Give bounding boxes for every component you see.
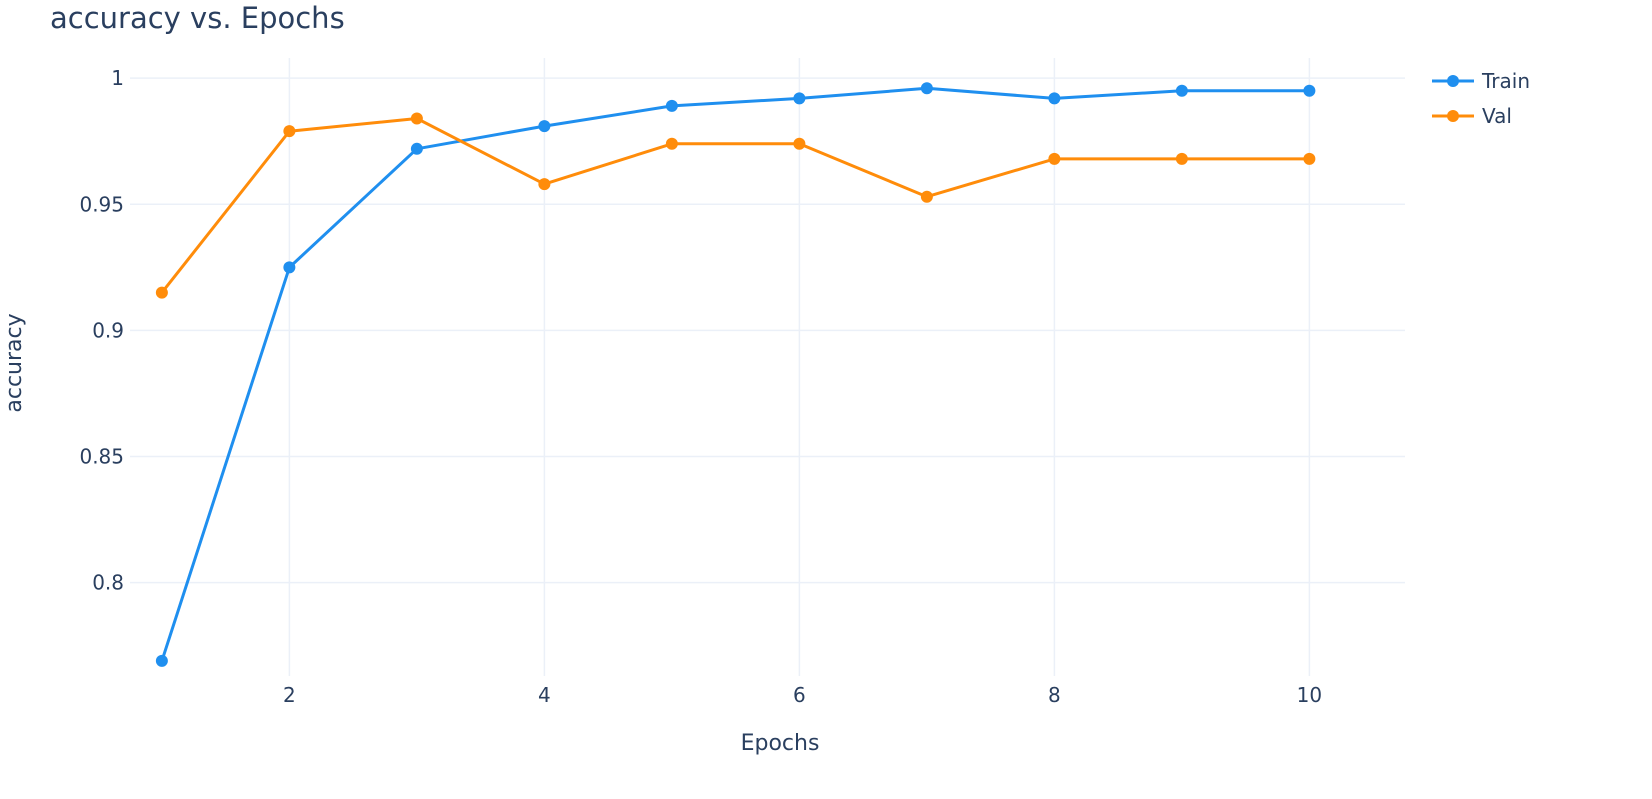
- series-line-val: [160, 117, 1310, 294]
- data-point-val[interactable]: [1175, 152, 1188, 165]
- data-point-val[interactable]: [538, 178, 551, 191]
- y-tick-label: 0.9: [92, 318, 124, 342]
- data-point-val[interactable]: [1303, 152, 1316, 165]
- data-point-train[interactable]: [793, 92, 806, 105]
- y-tick-labels: 0.8 0.85 0.9 0.95 1: [79, 66, 124, 594]
- x-tick-label: 10: [1297, 683, 1322, 707]
- series-group: [155, 82, 1316, 667]
- data-point-train[interactable]: [1303, 84, 1316, 97]
- data-point-val[interactable]: [920, 190, 933, 203]
- x-tick-label: 8: [1048, 683, 1061, 707]
- y-tick-label: 0.95: [79, 192, 124, 216]
- x-tick-label: 2: [283, 683, 296, 707]
- y-axis-title: accuracy: [2, 313, 27, 412]
- data-point-train[interactable]: [538, 120, 551, 133]
- data-point-val[interactable]: [793, 137, 806, 150]
- legend[interactable]: Train Val: [1432, 69, 1530, 128]
- x-axis-title: Epochs: [741, 731, 820, 756]
- legend-item-val[interactable]: Val: [1432, 104, 1512, 128]
- data-point-val[interactable]: [665, 137, 678, 150]
- series-line-train: [160, 86, 1310, 662]
- x-tick-label: 4: [538, 683, 551, 707]
- data-point-train[interactable]: [283, 261, 296, 274]
- data-point-val[interactable]: [283, 125, 296, 138]
- legend-marker-train: [1447, 75, 1459, 87]
- data-point-train[interactable]: [410, 142, 423, 155]
- data-point-val[interactable]: [1048, 152, 1061, 165]
- x-tick-labels: 2 4 6 8 10: [283, 683, 1322, 707]
- legend-marker-val: [1447, 110, 1459, 122]
- y-tick-label: 0.8: [92, 571, 124, 595]
- x-tick-label: 6: [793, 683, 806, 707]
- data-point-train[interactable]: [1175, 84, 1188, 97]
- data-point-train[interactable]: [155, 654, 168, 667]
- data-point-val[interactable]: [155, 286, 168, 299]
- data-point-val[interactable]: [410, 112, 423, 125]
- legend-label-train: Train: [1481, 69, 1530, 93]
- data-point-train[interactable]: [665, 99, 678, 112]
- y-gridlines: [130, 77, 1405, 584]
- legend-label-val: Val: [1482, 104, 1512, 128]
- data-point-train[interactable]: [920, 82, 933, 95]
- y-tick-label: 1: [111, 66, 124, 90]
- chart-title: accuracy vs. Epochs: [50, 1, 345, 35]
- legend-item-train[interactable]: Train: [1432, 69, 1530, 93]
- data-point-train[interactable]: [1048, 92, 1061, 105]
- y-tick-label: 0.85: [79, 445, 124, 469]
